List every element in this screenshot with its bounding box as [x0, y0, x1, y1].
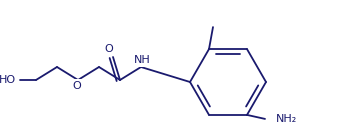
Text: O: O: [105, 44, 113, 54]
Text: NH: NH: [134, 55, 150, 65]
Text: HO: HO: [0, 75, 16, 85]
Text: NH₂: NH₂: [276, 114, 297, 124]
Text: O: O: [73, 81, 81, 91]
